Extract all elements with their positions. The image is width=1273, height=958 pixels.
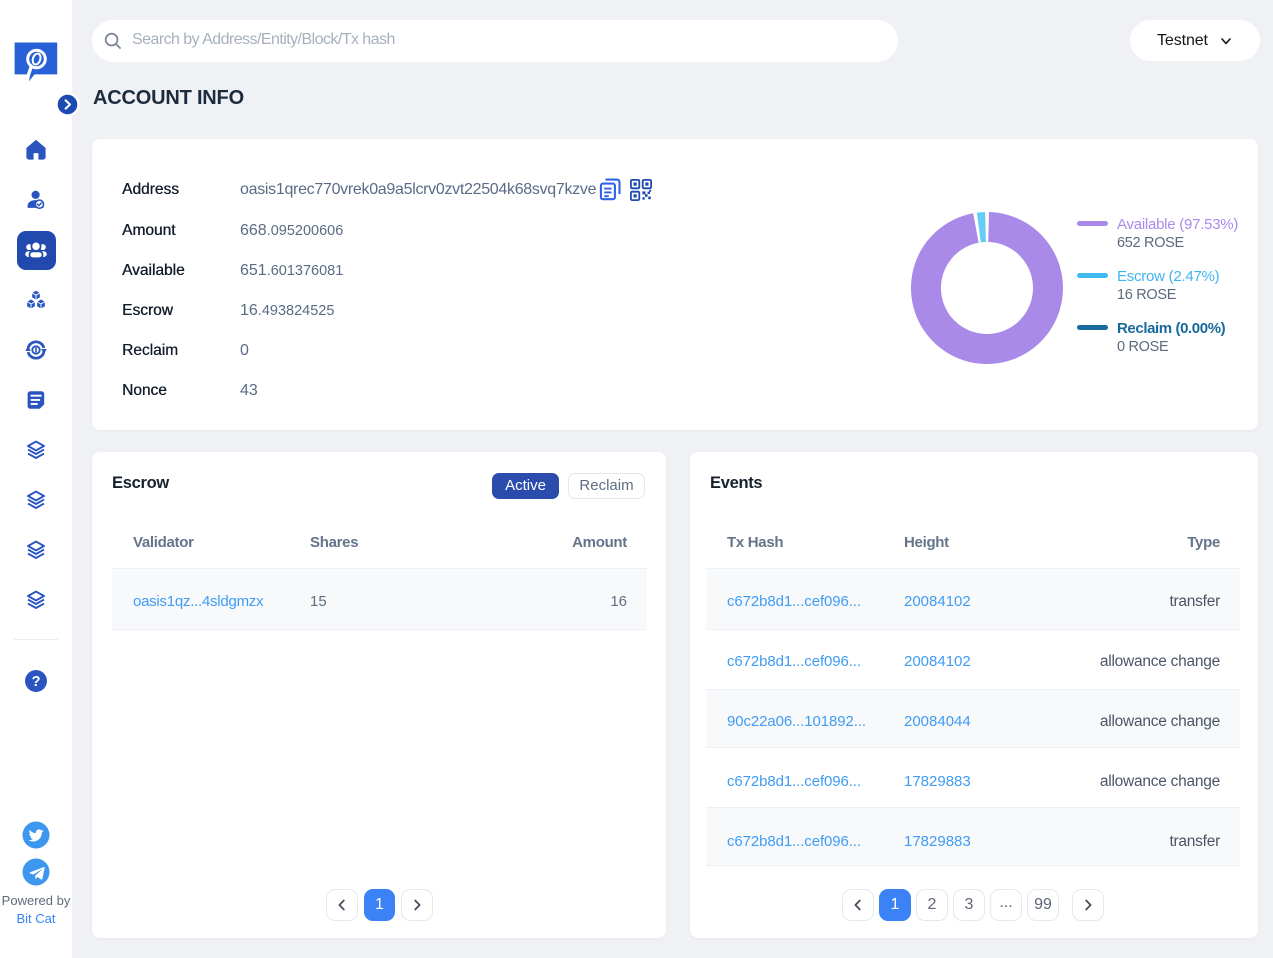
svg-text:?: ? [32,674,41,690]
